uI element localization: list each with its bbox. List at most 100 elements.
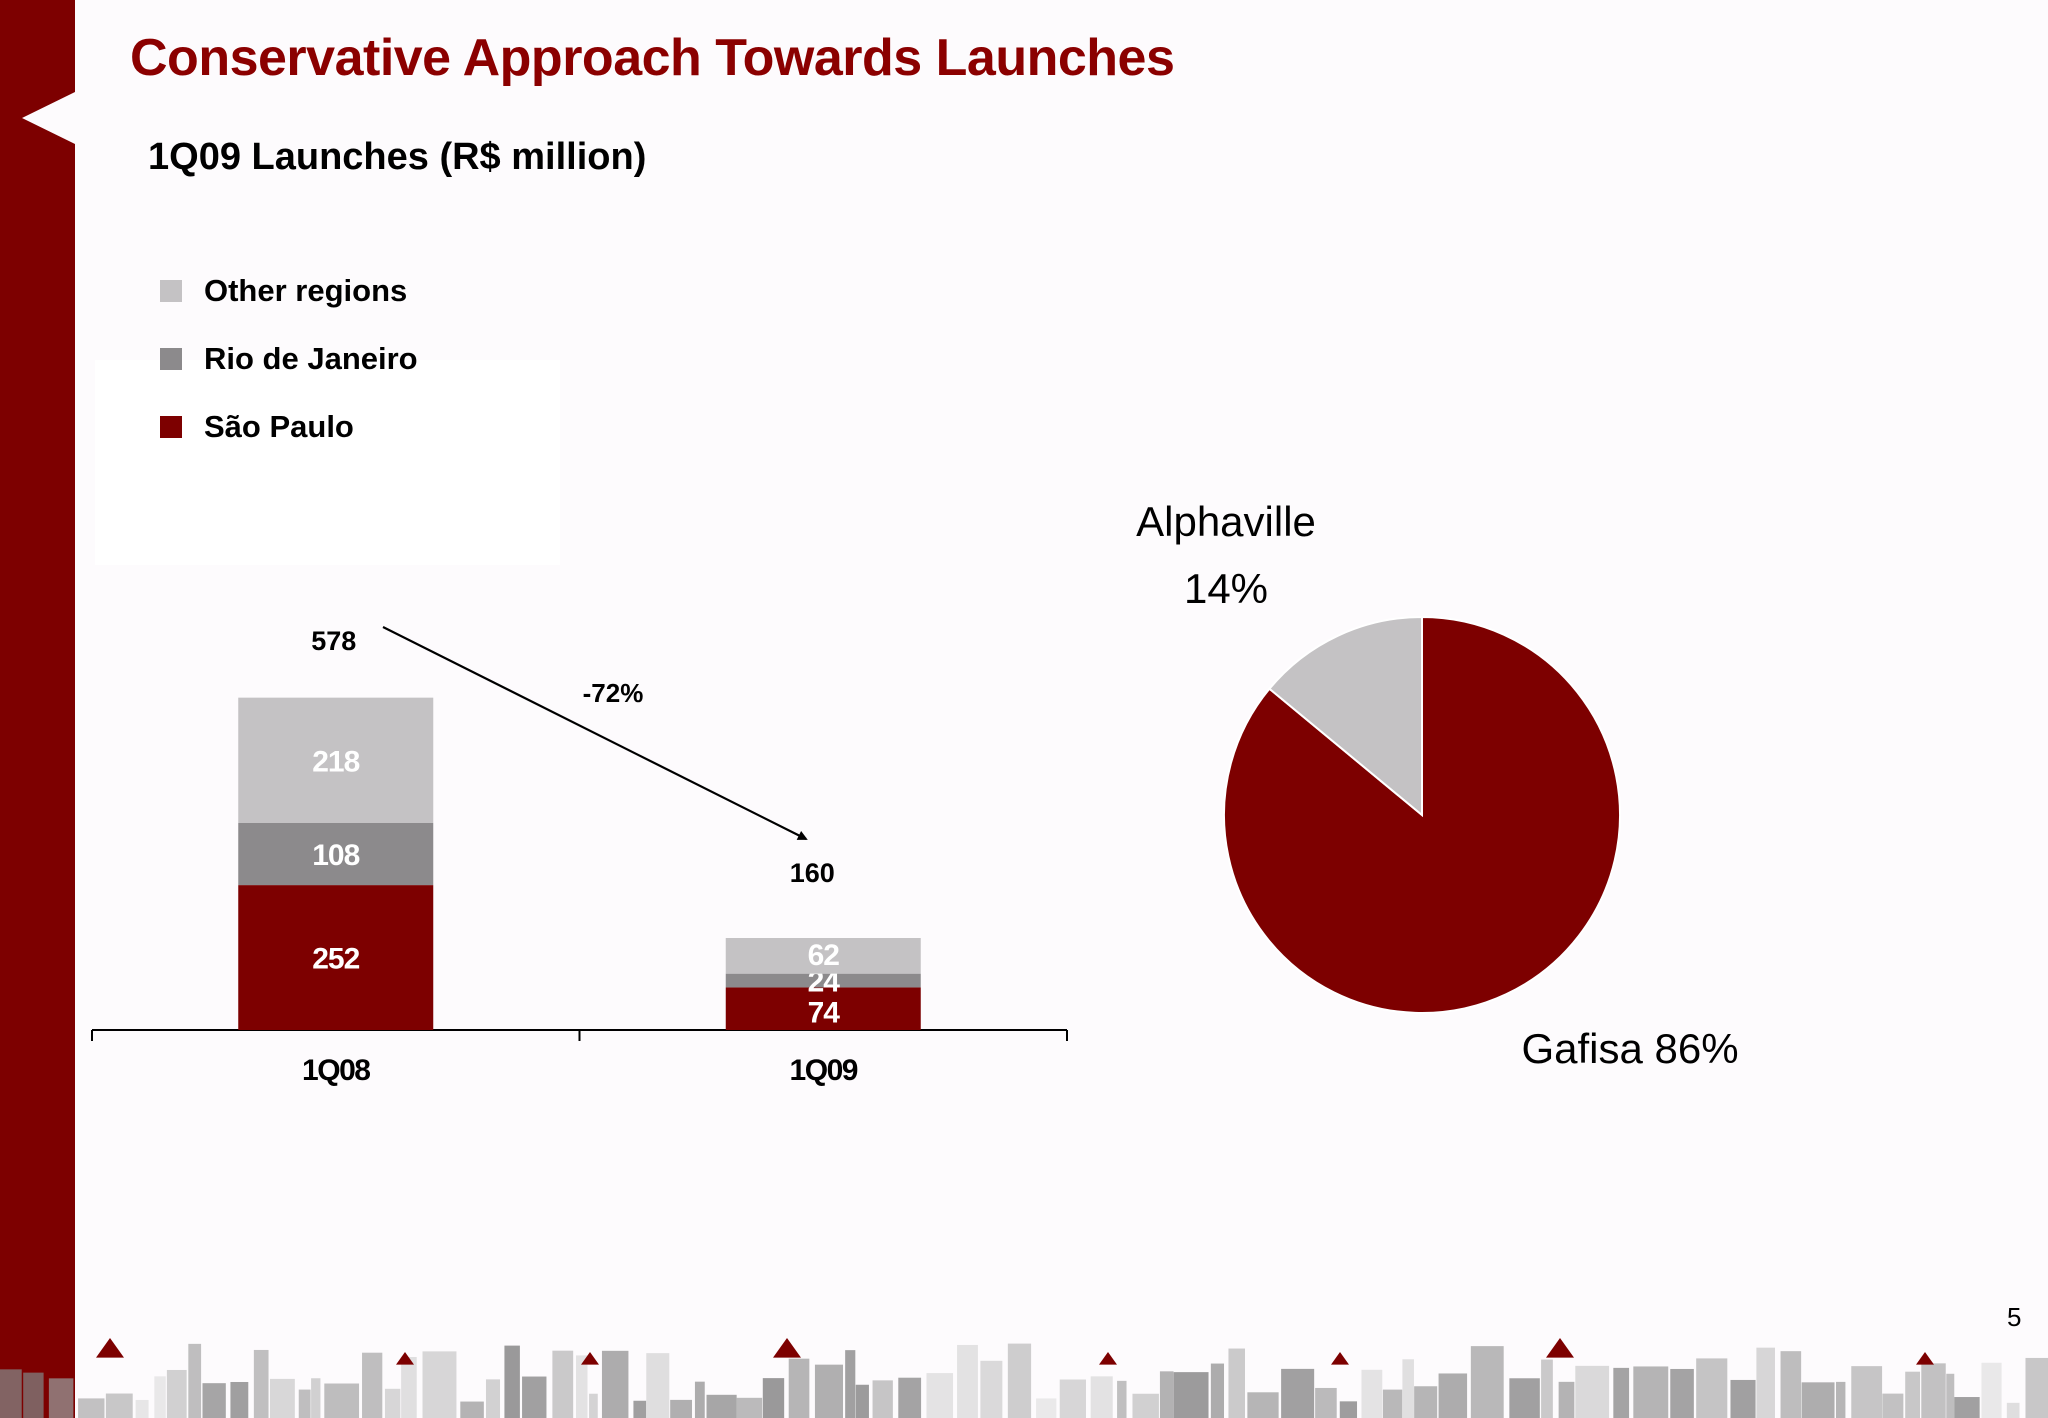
skyline-building (188, 1343, 202, 1418)
skyline-building (485, 1379, 501, 1418)
skyline-building (1228, 1348, 1246, 1418)
slide-title: Conservative Approach Towards Launches (130, 29, 1175, 87)
logo-triangle-icon (96, 1338, 124, 1358)
legend-label-sao-paulo: São Paulo (204, 409, 354, 444)
skyline-building (230, 1381, 249, 1418)
skyline-building (1921, 1363, 1946, 1418)
legend-swatch-sao-paulo (160, 416, 182, 438)
skyline-building (814, 1364, 844, 1418)
city-skyline-footer (0, 1338, 2048, 1418)
data-label-s-o-paulo-1q09: 74 (808, 997, 841, 1030)
skyline-building (575, 1355, 588, 1418)
pie-slice-alphaville (1268, 615, 1423, 818)
skyline-building (1247, 1392, 1279, 1418)
skyline-building (1946, 1373, 1955, 1418)
skyline-building (601, 1350, 629, 1418)
logo-triangle-icon (1546, 1338, 1574, 1358)
skyline-building (202, 1383, 226, 1418)
skyline-building (589, 1393, 598, 1418)
bar-rio-de-janeiro-1q09 (725, 973, 921, 988)
skyline-building (1470, 1346, 1504, 1418)
pie-label-alphaville-percent: 14% (1184, 565, 1268, 612)
skyline-building (311, 1378, 321, 1418)
x-tick-label-1q08: 1Q08 (302, 1054, 370, 1087)
bar-other-regions-1q08 (238, 697, 434, 823)
skyline-building (522, 1376, 547, 1418)
skyline-building (872, 1380, 893, 1418)
skyline-building (1173, 1372, 1209, 1418)
skyline-building (1558, 1381, 1575, 1418)
skyline-building (1339, 1401, 1358, 1418)
skyline-building (1090, 1376, 1113, 1418)
skyline-building (1756, 1347, 1775, 1418)
skyline-building (762, 1378, 785, 1418)
skyline-building (1438, 1373, 1468, 1418)
data-label-rio-de-janeiro-1q08: 108 (312, 839, 359, 872)
skyline-building (269, 1378, 295, 1418)
skyline-building (1633, 1366, 1669, 1418)
skyline-building (1414, 1386, 1438, 1418)
skyline-building (1361, 1369, 1383, 1418)
pie-label-gafisa: Gafisa 86% (1521, 1025, 1738, 1072)
skyline-building (401, 1357, 417, 1418)
data-label-other-regions-1q08: 218 (312, 745, 359, 778)
logo-triangle-icon (773, 1338, 801, 1358)
skyline-building (1670, 1368, 1694, 1418)
skyline-building (1132, 1393, 1159, 1418)
bar-other-regions-1q09 (725, 938, 921, 974)
brand-sidebar (0, 0, 75, 1418)
skyline-building (845, 1350, 856, 1418)
skyline-building (1036, 1398, 1057, 1418)
skyline-building (0, 1369, 22, 1418)
skyline-building (552, 1350, 574, 1418)
logo-triangle-icon (396, 1352, 414, 1365)
skyline-building (253, 1349, 269, 1418)
data-label-other-regions-1q09: 62 (808, 939, 840, 972)
skyline-building (670, 1399, 693, 1418)
skyline-building (135, 1399, 149, 1418)
skyline-building (1159, 1371, 1174, 1418)
skyline-building (504, 1345, 520, 1418)
skyline-building (1981, 1362, 2002, 1418)
logo-triangle-icon (1916, 1352, 1934, 1365)
skyline-building (1541, 1359, 1553, 1418)
skyline-building (957, 1344, 978, 1418)
skyline-building (1117, 1380, 1127, 1418)
skyline-building (460, 1401, 484, 1418)
legend-item-rio-de-janeiro: Rio de Janeiro (160, 339, 418, 379)
skyline-building (855, 1384, 869, 1418)
skyline-building (154, 1376, 166, 1418)
skyline-building (788, 1358, 810, 1418)
skyline-building (166, 1369, 187, 1418)
skyline-building (105, 1393, 133, 1418)
skyline-building (298, 1389, 311, 1418)
skyline-building (1730, 1379, 1756, 1418)
skyline-building (1210, 1363, 1225, 1418)
skyline-building (646, 1353, 670, 1418)
skyline-building (1007, 1343, 1032, 1418)
skyline-building (1801, 1382, 1835, 1418)
legend-swatch-rio-de-janeiro (160, 348, 182, 370)
skyline-building (422, 1351, 457, 1418)
skyline-building (48, 1378, 74, 1418)
legend-item-sao-paulo: São Paulo (160, 407, 354, 447)
legend-label-rio-de-janeiro: Rio de Janeiro (204, 341, 418, 376)
skyline-building (980, 1360, 1003, 1418)
skyline-building (1696, 1358, 1728, 1418)
chart-title: 1Q09 Launches (R$ million) (148, 136, 647, 178)
skyline-building (78, 1398, 105, 1418)
skyline-building (694, 1381, 705, 1418)
bar-s-o-paulo-1q09 (725, 987, 921, 1030)
legend-background (95, 360, 560, 565)
skyline-building (1575, 1365, 1610, 1418)
skyline-building (1882, 1393, 1904, 1418)
skyline-building (1281, 1368, 1315, 1418)
skyline-building (633, 1400, 647, 1418)
skyline-building (1851, 1366, 1883, 1418)
legend-swatch-other-regions (160, 280, 182, 302)
skyline-building (1835, 1381, 1846, 1418)
skyline-building (736, 1397, 763, 1418)
skyline-building (706, 1394, 737, 1418)
data-label-s-o-paulo-1q08: 252 (312, 943, 359, 976)
